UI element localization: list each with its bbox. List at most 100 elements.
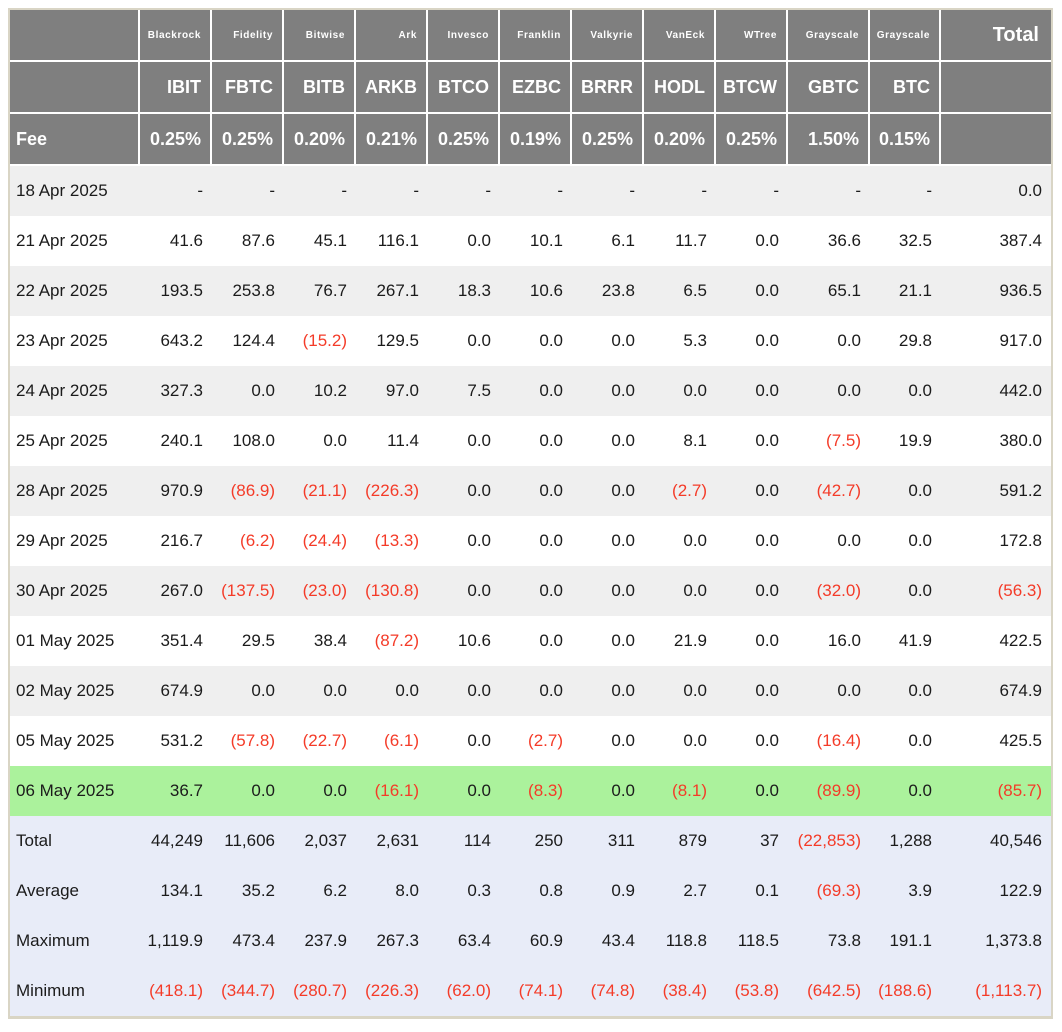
summary-1-value-9: (69.3)	[788, 866, 870, 916]
summary-2-value-0: 1,119.9	[140, 916, 212, 966]
summary-0-value-4: 114	[428, 816, 500, 866]
row-10-value-6: 0.0	[572, 666, 644, 716]
header-row-tickers: IBIT FBTC BITB ARKB BTCO EZBC BRRR HODL BTCW GBTC…	[10, 62, 1051, 114]
row-7-value-3: (13.3)	[356, 516, 428, 566]
row-2-value-4: 18.3	[428, 266, 500, 316]
row-11-value-1: (57.8)	[212, 716, 284, 766]
row-0-value-1: -	[212, 166, 284, 216]
row-1-value-9: 36.6	[788, 216, 870, 266]
row-7-label: 29 Apr 2025	[10, 516, 140, 566]
summary-2-value-3: 267.3	[356, 916, 428, 966]
row-2-value-7: 6.5	[644, 266, 716, 316]
row-0-value-11: 0.0	[941, 166, 1051, 216]
row-6-value-0: 970.9	[140, 466, 212, 516]
summary-2-value-10: 191.1	[870, 916, 941, 966]
column-brand-BTC: Grayscale	[870, 10, 941, 62]
column-ticker-IBIT: IBIT	[140, 62, 212, 114]
row-6-value-1: (86.9)	[212, 466, 284, 516]
summary-1-value-4: 0.3	[428, 866, 500, 916]
row-1-value-10: 32.5	[870, 216, 941, 266]
summary-0-value-9: (22,853)	[788, 816, 870, 866]
row-1-value-7: 11.7	[644, 216, 716, 266]
row-2-value-5: 10.6	[500, 266, 572, 316]
row-9-value-0: 351.4	[140, 616, 212, 666]
row-10-value-0: 674.9	[140, 666, 212, 716]
row-0-value-3: -	[356, 166, 428, 216]
table-row: 01 May 2025 351.4 29.5 38.4 (87.2) 10.6 0.0 0.0…	[10, 616, 1051, 666]
table-row: 29 Apr 2025 216.7 (6.2) (24.4) (13.3) 0.0 0.0 0…	[10, 516, 1051, 566]
row-12-value-3: (16.1)	[356, 766, 428, 816]
row-5-value-11: 380.0	[941, 416, 1051, 466]
column-brand-BITB: Bitwise	[284, 10, 356, 62]
row-7-value-4: 0.0	[428, 516, 500, 566]
column-ticker-FBTC: FBTC	[212, 62, 284, 114]
column-brand-BTCO: Invesco	[428, 10, 500, 62]
summary-0-label: Total	[10, 816, 140, 866]
summary-0-value-6: 311	[572, 816, 644, 866]
summary-1-label: Average	[10, 866, 140, 916]
summary-0-value-5: 250	[500, 816, 572, 866]
summary-2-value-9: 73.8	[788, 916, 870, 966]
column-ticker-BTCW: BTCW	[716, 62, 788, 114]
column-brand-EZBC: Franklin	[500, 10, 572, 62]
column-brand-BTCW: WTree	[716, 10, 788, 62]
fee-cell-FBTC: 0.25%	[212, 114, 284, 166]
summary-row-average: Average 134.1 35.2 6.2 8.0 0.3 0.8 0.9 2.7 0.1 (69…	[10, 866, 1051, 916]
total-fee-cell	[941, 114, 1051, 166]
summary-0-value-3: 2,631	[356, 816, 428, 866]
summary-3-value-8: (53.8)	[716, 966, 788, 1016]
row-9-label: 01 May 2025	[10, 616, 140, 666]
summary-0-value-0: 44,249	[140, 816, 212, 866]
summary-1-value-11: 122.9	[941, 866, 1051, 916]
row-8-value-8: 0.0	[716, 566, 788, 616]
row-9-value-11: 422.5	[941, 616, 1051, 666]
summary-0-value-1: 11,606	[212, 816, 284, 866]
fee-cell-BTC: 0.15%	[870, 114, 941, 166]
summary-2-value-1: 473.4	[212, 916, 284, 966]
row-11-value-10: 0.0	[870, 716, 941, 766]
row-3-value-11: 917.0	[941, 316, 1051, 366]
row-12-value-6: 0.0	[572, 766, 644, 816]
row-3-value-4: 0.0	[428, 316, 500, 366]
row-4-value-7: 0.0	[644, 366, 716, 416]
fee-cell-EZBC: 0.19%	[500, 114, 572, 166]
row-5-value-4: 0.0	[428, 416, 500, 466]
row-12-value-0: 36.7	[140, 766, 212, 816]
summary-0-value-10: 1,288	[870, 816, 941, 866]
row-0-value-9: -	[788, 166, 870, 216]
row-7-value-9: 0.0	[788, 516, 870, 566]
fee-cell-BITB: 0.20%	[284, 114, 356, 166]
row-3-value-6: 0.0	[572, 316, 644, 366]
row-6-value-9: (42.7)	[788, 466, 870, 516]
summary-3-value-9: (642.5)	[788, 966, 870, 1016]
row-2-value-11: 936.5	[941, 266, 1051, 316]
row-9-value-5: 0.0	[500, 616, 572, 666]
row-8-value-3: (130.8)	[356, 566, 428, 616]
fee-cell-GBTC: 1.50%	[788, 114, 870, 166]
row-5-value-7: 8.1	[644, 416, 716, 466]
summary-3-value-2: (280.7)	[284, 966, 356, 1016]
row-0-value-0: -	[140, 166, 212, 216]
summary-3-value-1: (344.7)	[212, 966, 284, 1016]
table-row: 25 Apr 2025 240.1 108.0 0.0 11.4 0.0 0.0 0.0 8.1…	[10, 416, 1051, 466]
row-12-value-10: 0.0	[870, 766, 941, 816]
row-2-value-8: 0.0	[716, 266, 788, 316]
total-header-cell: Total	[941, 10, 1051, 62]
row-1-label: 21 Apr 2025	[10, 216, 140, 266]
row-7-value-10: 0.0	[870, 516, 941, 566]
header-row-brands: Blackrock Fidelity Bitwise Ark Invesco Frankl…	[10, 10, 1051, 62]
row-7-value-7: 0.0	[644, 516, 716, 566]
row-2-value-2: 76.7	[284, 266, 356, 316]
row-3-value-8: 0.0	[716, 316, 788, 366]
row-1-value-6: 6.1	[572, 216, 644, 266]
row-4-value-0: 327.3	[140, 366, 212, 416]
row-7-value-6: 0.0	[572, 516, 644, 566]
row-5-value-10: 19.9	[870, 416, 941, 466]
row-12-value-9: (89.9)	[788, 766, 870, 816]
column-ticker-BRRR: BRRR	[572, 62, 644, 114]
summary-0-value-7: 879	[644, 816, 716, 866]
row-2-value-1: 253.8	[212, 266, 284, 316]
row-3-value-0: 643.2	[140, 316, 212, 366]
row-6-value-11: 591.2	[941, 466, 1051, 516]
row-7-value-1: (6.2)	[212, 516, 284, 566]
